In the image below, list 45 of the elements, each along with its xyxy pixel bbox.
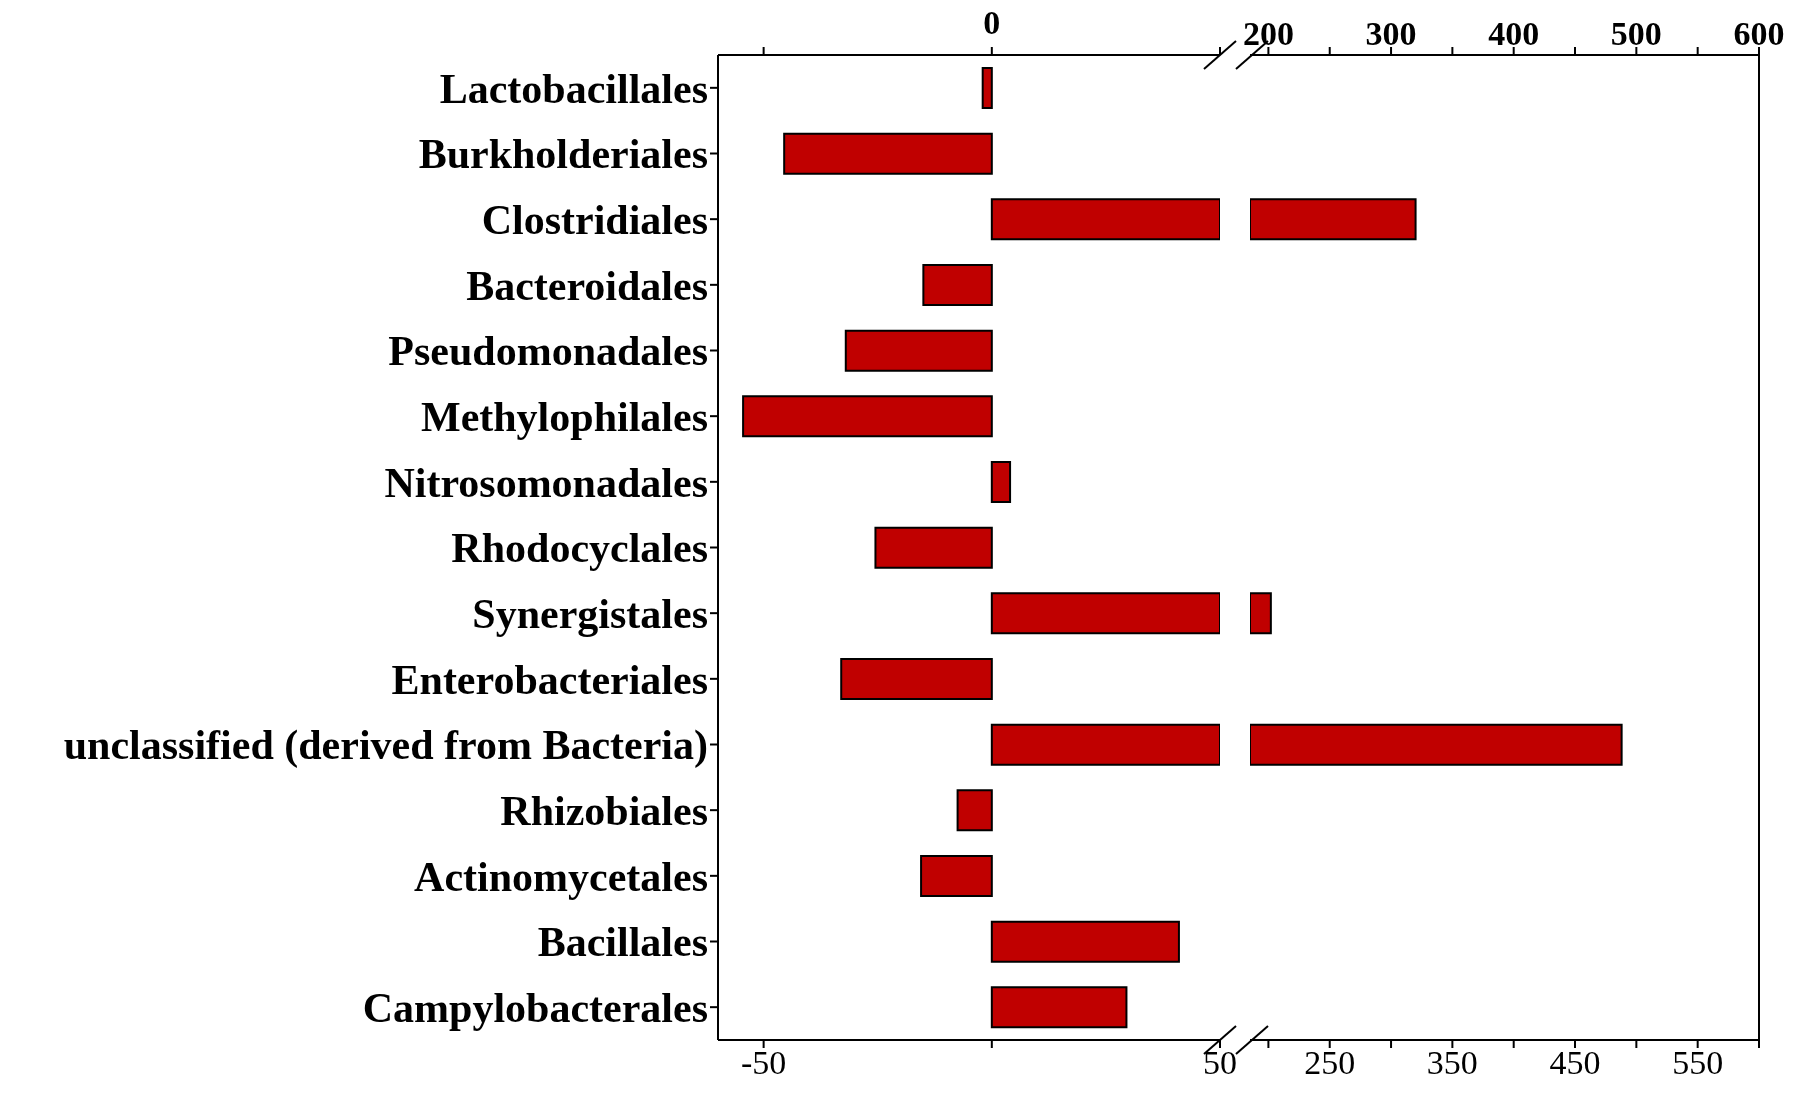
x-tick-label: 450 [1549, 1044, 1601, 1082]
y-tick-label: Actinomycetales [414, 853, 708, 900]
x-tick-label: 50 [1203, 1044, 1237, 1082]
x-tick-label: 250 [1304, 1044, 1356, 1082]
y-tick-label: Rhizobiales [500, 788, 708, 835]
y-tick-label: Enterobacteriales [391, 656, 708, 703]
bar [990, 920, 1180, 963]
bar [990, 592, 1220, 635]
y-tick-label: unclassified (derived from Bacteria) [63, 722, 708, 770]
x2-tick-label: 300 [1365, 15, 1417, 52]
bar [840, 658, 993, 700]
bar [1250, 592, 1272, 635]
x2-tick-label: 400 [1488, 15, 1540, 52]
bar [1250, 723, 1623, 766]
bar [990, 461, 1012, 503]
bar [922, 264, 993, 306]
y-tick-label: Methylophilales [420, 394, 708, 441]
bar [1250, 198, 1417, 241]
x2-tick-label: 500 [1610, 15, 1662, 52]
x2-tick-label: 600 [1733, 15, 1785, 52]
bar [990, 723, 1220, 766]
y-tick-label: Lactobacillales [439, 65, 708, 112]
y-tick-label: Nitrosomonadales [384, 459, 708, 506]
y-tick-label: Synergistales [472, 591, 708, 638]
bar [956, 789, 993, 832]
bar [874, 526, 993, 569]
bar [742, 395, 993, 438]
bar [990, 198, 1220, 241]
x-tick-label: 350 [1426, 1044, 1478, 1082]
bar [783, 132, 993, 175]
bar [981, 67, 993, 109]
y-tick-label: Burkholderiales [418, 131, 708, 178]
text: 0 [982, 4, 1002, 42]
y-tick-label: Clostridiales [481, 197, 708, 244]
y-tick-label: Bacteroidales [466, 262, 708, 309]
y-tick-label: Pseudomonadales [388, 328, 708, 375]
y-tick-label: Campylobacterales [362, 985, 708, 1032]
x-tick-label: -50 [740, 1044, 787, 1082]
x-tick-label: 550 [1672, 1044, 1724, 1082]
y-tick-label: Rhodocyclales [451, 525, 708, 572]
x2-tick-label: 200 [1242, 15, 1294, 52]
bar [844, 329, 993, 372]
bar [920, 855, 993, 897]
bar [990, 986, 1128, 1029]
y-tick-label: Bacillales [537, 919, 708, 966]
